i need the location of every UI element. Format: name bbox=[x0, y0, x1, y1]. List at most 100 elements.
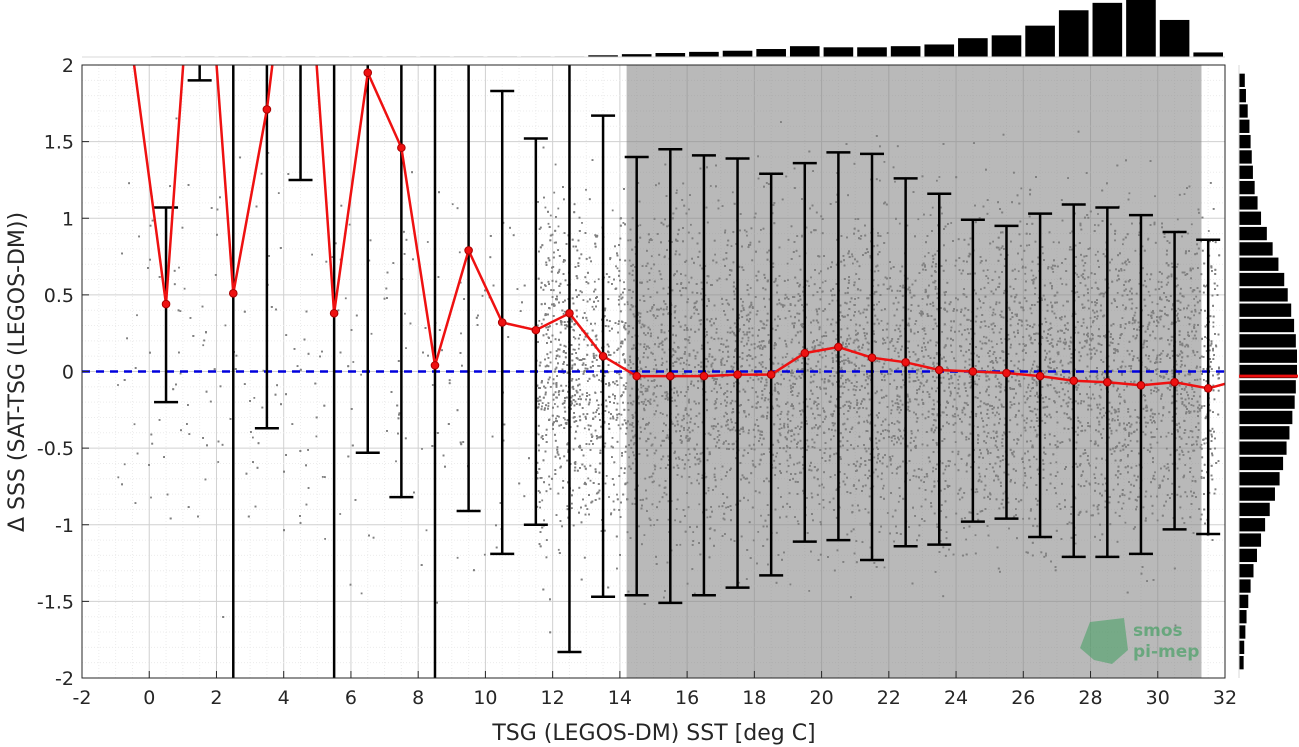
scatter-point bbox=[873, 456, 876, 459]
scatter-point bbox=[1054, 373, 1057, 376]
scatter-point bbox=[886, 232, 889, 234]
scatter-point bbox=[1159, 358, 1162, 360]
scatter-point bbox=[628, 259, 631, 262]
scatter-point bbox=[618, 373, 621, 376]
scatter-point bbox=[614, 382, 616, 385]
scatter-point bbox=[360, 373, 362, 376]
scatter-point bbox=[541, 499, 544, 502]
scatter-point bbox=[798, 375, 801, 378]
scatter-point bbox=[647, 288, 650, 290]
scatter-point bbox=[1183, 389, 1186, 391]
scatter-point bbox=[851, 253, 853, 256]
scatter-point bbox=[1192, 443, 1195, 446]
scatter-point bbox=[1017, 270, 1020, 273]
scatter-point bbox=[594, 415, 597, 418]
right-hist-bar bbox=[1239, 272, 1285, 287]
scatter-point bbox=[224, 324, 227, 327]
scatter-point bbox=[766, 411, 769, 414]
scatter-point bbox=[897, 403, 900, 405]
scatter-point bbox=[819, 388, 822, 390]
top-hist-bar bbox=[1193, 52, 1223, 57]
scatter-point bbox=[831, 318, 834, 321]
scatter-point bbox=[1175, 363, 1178, 366]
scatter-point bbox=[674, 519, 676, 522]
scatter-point bbox=[1142, 431, 1145, 433]
scatter-point bbox=[1023, 395, 1026, 398]
scatter-point bbox=[957, 414, 960, 417]
scatter-point bbox=[949, 460, 951, 463]
scatter-point bbox=[1091, 287, 1093, 289]
scatter-point bbox=[1029, 233, 1031, 235]
right-hist-bar bbox=[1239, 640, 1245, 655]
scatter-point bbox=[1108, 410, 1111, 413]
right-hist-bar bbox=[1239, 456, 1284, 471]
right-hist-bar bbox=[1239, 288, 1288, 302]
scatter-point bbox=[1029, 440, 1032, 442]
scatter-point bbox=[622, 222, 625, 224]
scatter-point bbox=[1189, 287, 1192, 289]
scatter-point bbox=[587, 477, 590, 480]
scatter-point bbox=[1021, 320, 1023, 323]
scatter-point bbox=[777, 441, 780, 444]
scatter-point bbox=[902, 284, 904, 287]
scatter-point bbox=[798, 255, 801, 258]
scatter-point bbox=[784, 356, 787, 358]
scatter-point bbox=[1123, 269, 1126, 272]
scatter-point bbox=[1156, 441, 1159, 444]
scatter-point bbox=[854, 329, 857, 332]
scatter-point bbox=[818, 272, 821, 275]
scatter-point bbox=[557, 207, 560, 210]
scatter-point bbox=[1001, 434, 1004, 437]
right-hist-bar bbox=[1239, 441, 1287, 455]
scatter-point bbox=[954, 264, 957, 267]
scatter-point bbox=[541, 402, 544, 404]
scatter-point bbox=[617, 424, 620, 427]
scatter-point bbox=[857, 445, 859, 448]
scatter-point bbox=[1147, 237, 1150, 240]
scatter-point bbox=[618, 361, 620, 364]
scatter-point bbox=[548, 483, 551, 486]
scatter-point bbox=[1167, 431, 1170, 434]
scatter-point bbox=[217, 461, 220, 463]
scatter-point bbox=[1025, 328, 1028, 330]
top-hist-bar bbox=[722, 50, 753, 57]
scatter-point bbox=[886, 336, 889, 339]
scatter-point bbox=[1134, 311, 1137, 314]
scatter-point bbox=[623, 281, 625, 284]
scatter-point bbox=[858, 415, 861, 418]
scatter-point bbox=[1167, 478, 1169, 480]
scatter-point bbox=[603, 421, 606, 424]
scatter-point bbox=[549, 214, 552, 217]
scatter-point bbox=[779, 418, 781, 421]
scatter-point bbox=[760, 514, 762, 517]
scatter-point bbox=[608, 330, 611, 332]
scatter-point bbox=[1125, 288, 1127, 291]
scatter-point bbox=[1179, 341, 1182, 343]
scatter-point bbox=[848, 334, 850, 337]
scatter-point bbox=[883, 375, 886, 378]
scatter-point bbox=[779, 423, 782, 426]
scatter-point bbox=[935, 353, 938, 356]
scatter-point bbox=[620, 413, 623, 416]
scatter-point bbox=[724, 411, 727, 414]
scatter-point bbox=[1165, 447, 1168, 450]
scatter-point bbox=[776, 414, 779, 417]
scatter-point bbox=[818, 354, 821, 356]
scatter-point bbox=[979, 261, 982, 264]
scatter-point bbox=[252, 436, 254, 439]
scatter-point bbox=[808, 285, 810, 287]
scatter-point bbox=[867, 447, 870, 450]
scatter-point bbox=[690, 315, 693, 318]
scatter-point bbox=[1082, 264, 1085, 267]
right-hist-bar bbox=[1239, 73, 1245, 87]
scatter-point bbox=[976, 307, 979, 310]
scatter-point bbox=[1030, 312, 1033, 315]
scatter-point bbox=[1177, 312, 1179, 315]
scatter-point bbox=[649, 524, 652, 527]
scatter-point bbox=[481, 295, 484, 297]
scatter-point bbox=[581, 222, 583, 224]
scatter-point bbox=[1071, 401, 1074, 404]
scatter-point bbox=[1089, 386, 1091, 388]
scatter-point bbox=[1147, 290, 1150, 293]
scatter-point bbox=[648, 279, 651, 281]
